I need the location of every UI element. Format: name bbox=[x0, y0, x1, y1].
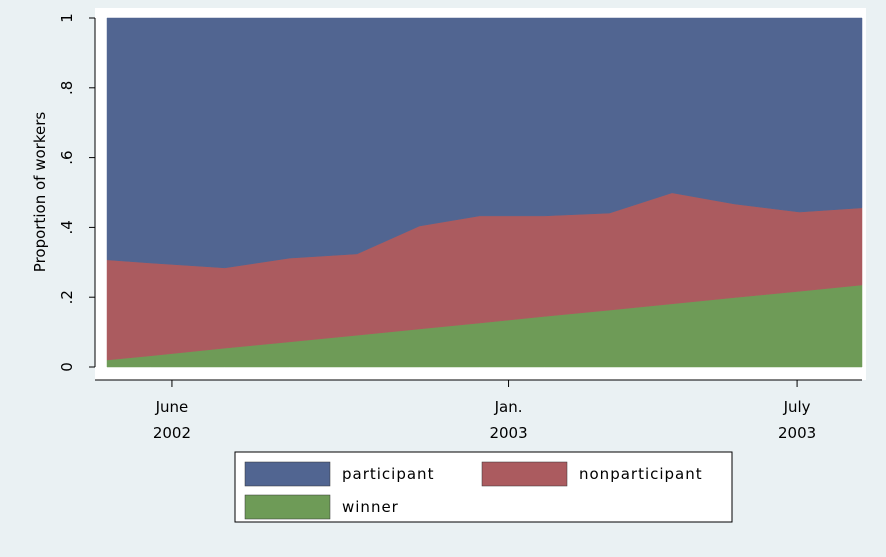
y-tick-label: .2 bbox=[58, 290, 76, 304]
legend-swatch bbox=[244, 461, 331, 487]
y-tick-label: .8 bbox=[58, 81, 76, 95]
x-tick-label: Jan. 2003 bbox=[489, 398, 527, 442]
legend-label: participant bbox=[342, 465, 434, 483]
x-tick-label: July 2003 bbox=[778, 398, 816, 442]
legend-swatch bbox=[481, 461, 568, 487]
y-tick-label: 0 bbox=[58, 362, 76, 372]
y-tick-label: .4 bbox=[58, 220, 76, 234]
y-tick-label: 1 bbox=[58, 13, 76, 23]
y-axis-title: Proportion of workers bbox=[31, 112, 49, 273]
x-tick-label: June 2002 bbox=[153, 398, 191, 442]
y-tick-label: .6 bbox=[58, 150, 76, 164]
legend-label: winner bbox=[342, 498, 399, 516]
legend-label: nonparticipant bbox=[579, 465, 703, 483]
legend-swatch bbox=[244, 494, 331, 520]
area bbox=[106, 17, 863, 269]
